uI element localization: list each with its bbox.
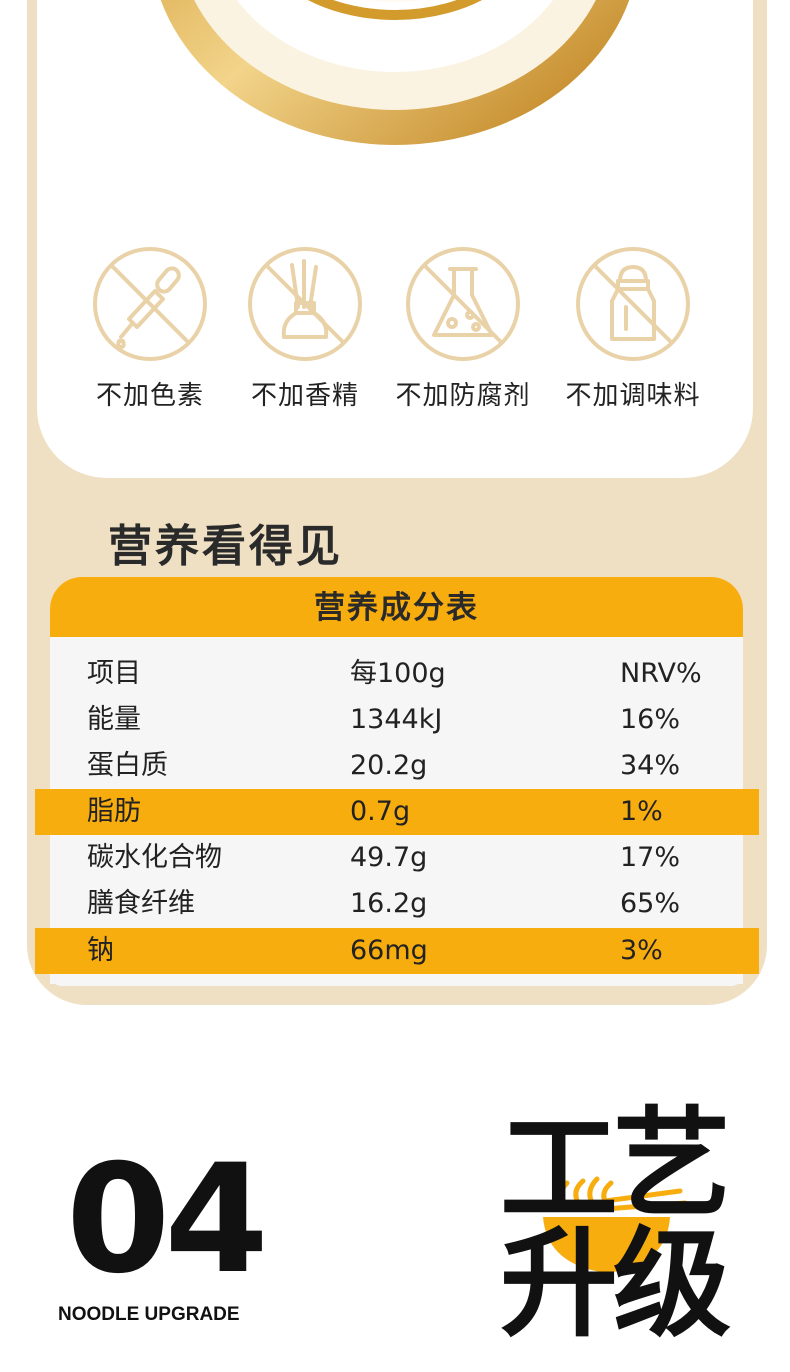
feature-label: 不加色素 xyxy=(95,381,204,411)
nutrition-table-title: 营养成分表 xyxy=(50,577,743,637)
nutrient-name: 蛋白质 xyxy=(87,750,168,781)
section-number: 04 xyxy=(66,1133,269,1307)
nutrient-amount: 每100g xyxy=(350,658,446,689)
nutrient-name: 项目 xyxy=(87,658,141,689)
feature-no-preservative: 不加防腐剂 xyxy=(378,245,548,412)
no-additives-row: 不加色素 不加香精 xyxy=(37,245,753,415)
no-pigment-dropper-icon xyxy=(93,247,207,361)
nutrient-nrv: NRV% xyxy=(620,658,702,689)
noodle-bowl-rim-image xyxy=(160,0,630,145)
craft-title-char: 升 xyxy=(500,1215,619,1353)
no-fragrance-reed-diffuser-icon xyxy=(248,247,362,361)
nutrient-name: 碳水化合物 xyxy=(87,842,222,873)
noodle-bowl-icon xyxy=(543,1176,688,1273)
table-row: 碳水化合物 49.7g 17% xyxy=(35,835,759,881)
table-row: 蛋白质 20.2g 34% xyxy=(35,743,759,789)
nutrient-nrv: 1% xyxy=(620,796,663,827)
table-row-highlighted: 脂肪 0.7g 1% xyxy=(35,789,759,835)
nutrient-amount: 49.7g xyxy=(350,842,428,873)
nutrient-name: 能量 xyxy=(87,704,141,735)
nutrient-nrv: 3% xyxy=(620,935,663,966)
nutrient-name: 钠 xyxy=(87,935,114,966)
nutrient-name: 脂肪 xyxy=(87,796,141,827)
nutrient-amount: 66mg xyxy=(350,935,428,966)
nutrient-nrv: 16% xyxy=(620,704,681,735)
nutrient-name: 膳食纤维 xyxy=(87,888,195,919)
table-row: 能量 1344kJ 16% xyxy=(35,697,759,743)
no-preservative-flask-icon xyxy=(406,247,520,361)
feature-label: 不加香精 xyxy=(250,381,359,411)
no-seasoning-shaker-icon xyxy=(576,247,690,361)
nutrition-table-footer xyxy=(50,974,743,986)
feature-no-seasoning: 不加调味料 xyxy=(548,245,718,412)
nutrient-nrv: 34% xyxy=(620,750,681,781)
feature-no-fragrance: 不加香精 xyxy=(220,245,390,412)
table-row: 项目 每100g NRV% xyxy=(35,651,759,697)
nutrient-amount: 16.2g xyxy=(350,888,428,919)
nutrient-nrv: 17% xyxy=(620,842,681,873)
nutrition-table: 营养成分表 xyxy=(50,577,743,984)
feature-label: 不加调味料 xyxy=(565,381,701,411)
nutrient-amount: 0.7g xyxy=(350,796,411,827)
craft-upgrade-title-graphic: 工 艺 升 级 xyxy=(495,1095,732,1353)
nutrient-amount: 20.2g xyxy=(350,750,428,781)
craft-title-char: 级 xyxy=(613,1215,732,1353)
craft-title-char: 工 xyxy=(500,1100,619,1238)
table-row: 膳食纤维 16.2g 65% xyxy=(35,881,759,927)
nutrient-amount: 1344kJ xyxy=(350,704,443,735)
nutrition-section-title: 营养看得见 xyxy=(108,521,343,572)
product-card: 不加色素 不加香精 xyxy=(37,0,753,478)
feature-no-pigment: 不加色素 xyxy=(65,245,235,412)
section-caption: NOODLE UPGRADE xyxy=(58,1304,240,1325)
craft-title-char: 艺 xyxy=(613,1095,732,1233)
feature-label: 不加防腐剂 xyxy=(395,381,531,411)
table-row-highlighted: 钠 66mg 3% xyxy=(35,928,759,974)
nutrient-nrv: 65% xyxy=(620,888,681,919)
